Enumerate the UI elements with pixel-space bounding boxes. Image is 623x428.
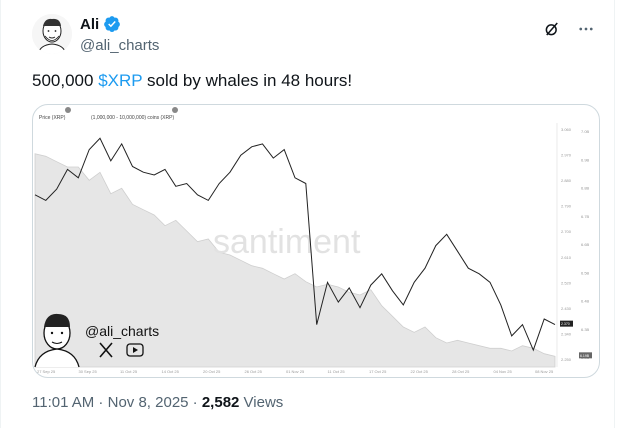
x-tick: 11 Oct 25 <box>328 369 346 374</box>
verified-badge-icon <box>104 16 121 32</box>
x-tick: 01 Nov 25 <box>286 369 305 374</box>
y-tick-price: 3.060 <box>561 127 572 132</box>
tweet-actions-top <box>543 20 595 38</box>
tweet-media-chart[interactable]: Price (XRP) (1,000,000 - 10,000,000) coin… <box>32 104 600 378</box>
x-tick: 08 Nov 25 <box>535 369 554 374</box>
y-tick-holdings: 6.8B <box>581 186 590 191</box>
avatar[interactable] <box>32 14 72 54</box>
y-tick-price: 2.880 <box>561 178 572 183</box>
tweet-time[interactable]: 11:01 AM <box>32 394 95 411</box>
chart-svg: Price (XRP) (1,000,000 - 10,000,000) coin… <box>34 107 592 374</box>
y-tick-price: 2.340 <box>561 331 572 336</box>
divider-left <box>0 0 1 428</box>
y-tick-holdings: 6.9B <box>581 157 590 162</box>
x-tick: 20 Oct 25 <box>203 369 221 374</box>
y-tick-price: 2.250 <box>561 357 572 362</box>
signature-handle: @ali_charts <box>85 323 159 339</box>
y-tick-price: 2.700 <box>561 229 572 234</box>
x-tick: 26 Oct 25 <box>245 369 263 374</box>
meta-separator: · <box>188 394 202 411</box>
watermark-text: santiment <box>213 223 361 261</box>
x-tick: 14 Oct 25 <box>162 369 180 374</box>
y-tick-holdings: 6.4B <box>581 299 590 304</box>
author-handle[interactable]: @ali_charts <box>80 37 160 54</box>
tweet-text: 500,000 $XRP sold by whales in 48 hours! <box>32 70 352 92</box>
x-tick: 27 Sep 25 <box>37 369 56 374</box>
y-tick-price: 2.520 <box>561 280 572 285</box>
grok-icon[interactable] <box>543 20 561 38</box>
y-tick-holdings: 6.3B <box>581 327 590 332</box>
legend-close-icon <box>172 107 178 113</box>
meta-separator: · <box>94 394 108 411</box>
x-tick: 17 Oct 25 <box>369 369 387 374</box>
x-logo-icon <box>99 342 113 358</box>
views-label: Views <box>239 394 284 411</box>
tweet-meta: 11:01 AM · Nov 8, 2025 · 2,582 Views <box>32 394 283 411</box>
author-name[interactable]: Ali <box>80 15 100 33</box>
last-holdings-label: 6.19B <box>580 354 590 358</box>
y-tick-holdings: 6.7B <box>581 214 590 219</box>
author-name-row[interactable]: Ali <box>80 15 121 33</box>
more-options-icon[interactable] <box>577 20 595 38</box>
y-tick-price: 2.970 <box>561 153 572 158</box>
x-tick: 04 Nov 25 <box>494 369 513 374</box>
y-tick-holdings: 6.5B <box>581 270 590 275</box>
last-holdings-tag <box>579 352 592 359</box>
y-tick-holdings: 7.0B <box>581 129 590 134</box>
x-tick: 11 Oct 25 <box>120 369 138 374</box>
legend-close-icon <box>65 107 71 113</box>
y-tick-price: 2.430 <box>561 306 572 311</box>
y-tick-price: 2.610 <box>561 255 572 260</box>
signature-avatar-icon <box>34 313 80 368</box>
legend-holdings: (1,000,000 - 10,000,000) coins (XRP) <box>91 115 174 121</box>
last-price-label: 2.370 <box>561 322 570 326</box>
view-count: 2,582 <box>201 394 240 411</box>
divider-right <box>614 0 615 428</box>
legend-price: Price (XRP) <box>39 115 66 121</box>
y-tick-price: 2.790 <box>561 204 572 209</box>
x-tick: 28 Oct 25 <box>452 369 470 374</box>
series-holdings-area <box>34 153 556 368</box>
cashtag-link[interactable]: $XRP <box>98 71 143 90</box>
last-price-tag <box>560 320 573 327</box>
chart-signature: @ali_charts <box>34 313 159 368</box>
youtube-icon <box>126 343 144 357</box>
tweet-date[interactable]: Nov 8, 2025 <box>107 394 189 411</box>
series-price-line <box>34 137 556 352</box>
x-tick: 30 Sep 25 <box>79 369 98 374</box>
y-tick-holdings: 6.6B <box>581 242 590 247</box>
tweet-text-start: 500,000 <box>32 71 99 90</box>
tweet-text-end: sold by whales in 48 hours! <box>142 71 353 90</box>
avatar-illustration-icon <box>32 14 72 54</box>
x-tick: 22 Oct 25 <box>411 369 429 374</box>
